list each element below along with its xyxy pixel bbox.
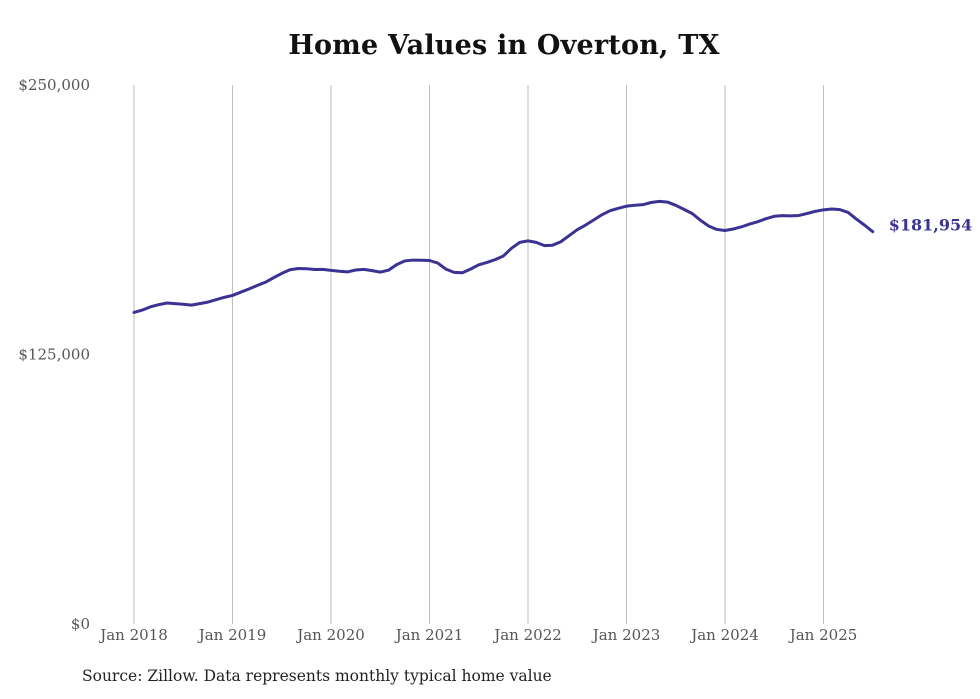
end-label-layer: $181,954 bbox=[889, 216, 973, 235]
x-axis-labels: Jan 2018 Jan 2019 Jan 2020 Jan 2021 Jan 2022… bbox=[98, 626, 857, 644]
x-tick-label: Jan 2025 bbox=[788, 626, 858, 644]
x-tick-label: Jan 2020 bbox=[295, 626, 365, 644]
x-tick-label: Jan 2023 bbox=[591, 626, 661, 644]
x-tick-label: Jan 2019 bbox=[197, 626, 267, 644]
y-tick-label: $0 bbox=[71, 615, 90, 633]
series-line bbox=[132, 199, 875, 314]
series-layer bbox=[132, 199, 875, 314]
y-axis-labels: $0 $125,000 $250,000 bbox=[18, 76, 90, 633]
x-tick-label: Jan 2024 bbox=[689, 626, 759, 644]
gridlines bbox=[133, 85, 824, 624]
chart-title: Home Values in Overton, TX bbox=[288, 30, 720, 61]
x-tick-label: Jan 2022 bbox=[492, 626, 562, 644]
x-tick-label: Jan 2018 bbox=[98, 626, 168, 644]
end-value-label: $181,954 bbox=[889, 216, 973, 235]
y-tick-label: $250,000 bbox=[18, 76, 90, 94]
x-tick-label: Jan 2021 bbox=[394, 626, 464, 644]
y-tick-label: $125,000 bbox=[18, 346, 90, 364]
source-note: Source: Zillow. Data represents monthly … bbox=[82, 667, 552, 685]
